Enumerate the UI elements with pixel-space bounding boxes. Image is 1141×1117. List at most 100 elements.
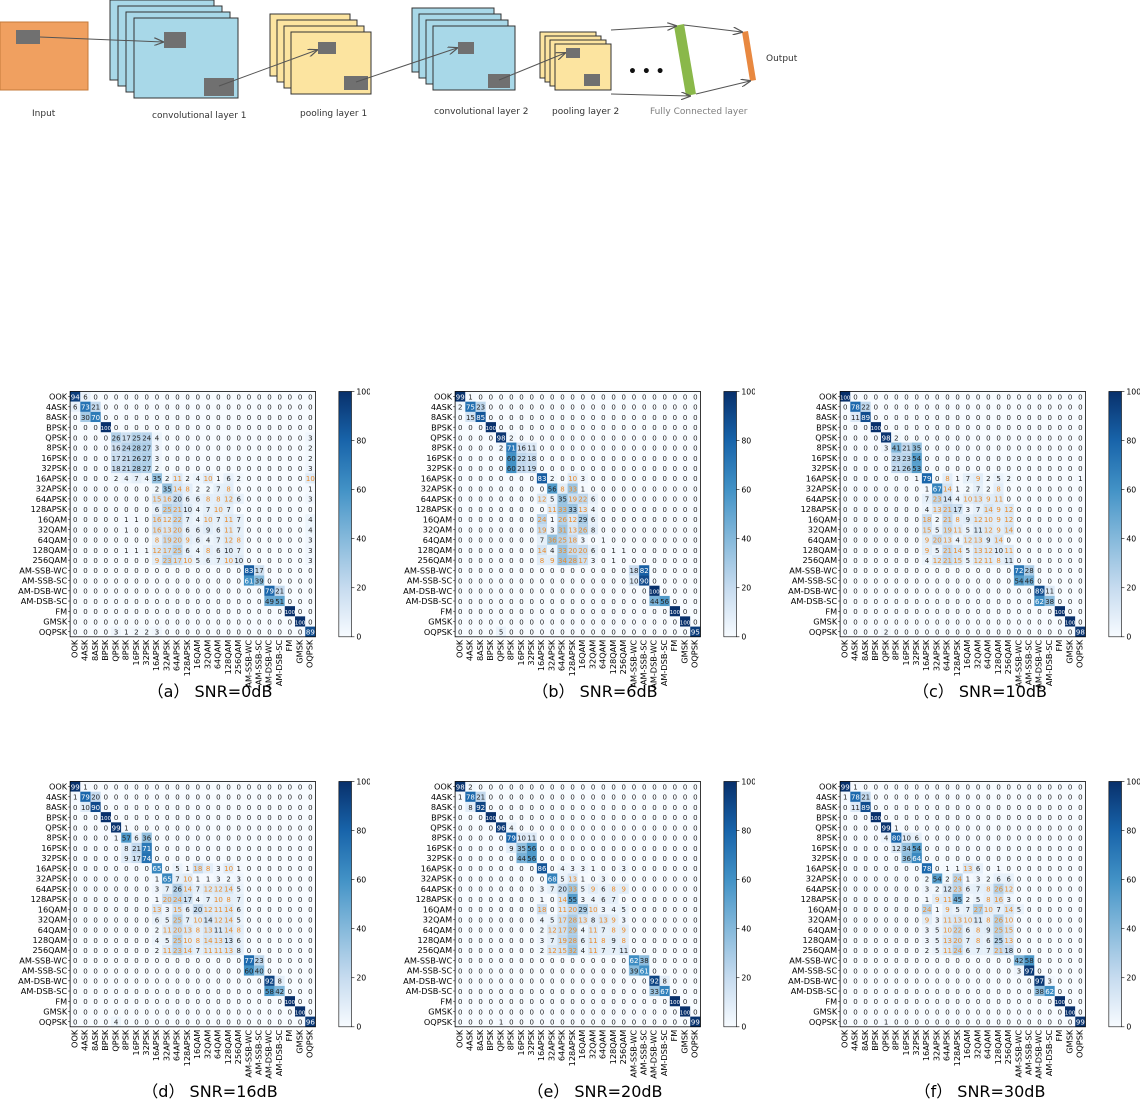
cm-cell: [1054, 463, 1066, 474]
cm-cell: [526, 432, 537, 443]
cm-cell: [264, 812, 275, 823]
cm-cell: [547, 483, 558, 494]
cm-cell-label: 0: [114, 392, 118, 401]
cm-cell-label: 0: [632, 525, 636, 534]
cm-cell-label: 100: [101, 816, 112, 822]
cm-cell-label: 0: [1047, 536, 1051, 545]
cm-cell-label: 0: [468, 444, 472, 453]
cm-cell-label: 0: [134, 997, 138, 1006]
cm-cell: [284, 544, 296, 556]
cm-cell: [942, 483, 953, 494]
cm-cell: [993, 626, 1004, 637]
cm-cell-label: 0: [693, 587, 697, 596]
cm-row-label: 4ASK: [816, 402, 838, 412]
cm-cell: [516, 524, 527, 535]
cm-cell-label: 8: [206, 495, 210, 504]
cm-cell-label: 0: [308, 597, 312, 606]
cm-cell-label: 0: [550, 423, 554, 432]
cm-cell-label: 7: [134, 474, 138, 483]
cm-cell: [80, 853, 91, 864]
cm-cell-label: 17: [578, 556, 587, 565]
cm-cell: [274, 401, 285, 412]
cm-cell: [649, 473, 660, 484]
cm-cell-label: 0: [196, 854, 200, 863]
cm-cell: [870, 544, 881, 556]
cm-cell: [649, 452, 660, 464]
cm-cell-label: 0: [124, 956, 128, 965]
cm-cell: [182, 463, 193, 474]
cm-cell: [639, 432, 650, 443]
cm-cell-label: 0: [73, 597, 77, 606]
cm-cell: [932, 555, 943, 566]
cm-row-label: 32PSK: [811, 463, 837, 473]
cm-cell: [172, 483, 183, 494]
cm-cell-label: 11: [953, 525, 962, 534]
cm-cell-label: 0: [894, 403, 898, 412]
cm-cell: [649, 503, 660, 515]
cm-cell: [305, 863, 316, 874]
cm-cell: [264, 565, 275, 576]
cm-cell-label: 0: [499, 392, 503, 401]
cm-cell: [1065, 514, 1076, 525]
cm-cell: [284, 791, 296, 802]
cm-cell-label: 0: [114, 576, 118, 585]
cm-cell-label: 10: [183, 874, 192, 883]
cm-cell: [1044, 422, 1055, 433]
cm-cell-label: 0: [93, 576, 97, 585]
cm-cell-label: 7: [216, 536, 220, 545]
cm-cell-label: 0: [458, 617, 462, 626]
cm-cell: [90, 534, 101, 545]
cm-cell: [111, 822, 122, 833]
cm-cell-label: 0: [277, 915, 281, 924]
cm-cell-label: 0: [73, 823, 77, 832]
cm-col-label: AM-SSB-SC: [638, 639, 648, 685]
cm-cell-label: 0: [996, 413, 1000, 422]
cm-cell-label: 0: [226, 793, 230, 802]
cm-cell: [649, 514, 660, 525]
cm-cell: [983, 575, 994, 586]
cm-cell: [192, 996, 204, 1007]
cm-cell-label: 0: [874, 597, 878, 606]
cm-cell: [1054, 493, 1066, 504]
cm-cell-label: 0: [935, 423, 939, 432]
cm-cell-label: 21: [943, 515, 952, 524]
cm-cell: [100, 934, 111, 946]
cm-col-label: BPSK: [485, 639, 495, 661]
cm-cell: [254, 524, 265, 535]
cm-cell-label: 2: [308, 454, 312, 463]
cm-cell: [111, 924, 122, 935]
cm-cell-label: 1: [124, 823, 128, 832]
cm-cell-label: 0: [591, 392, 595, 401]
cm-cell: [962, 452, 974, 464]
cm-cell: [952, 606, 963, 617]
cm-cell-label: 8: [955, 515, 959, 524]
cm-cell-label: 0: [662, 576, 666, 585]
cm-cell-label: 0: [206, 1007, 210, 1016]
cm-cell-label: 8: [996, 556, 1000, 565]
cm-cell-label: 0: [1047, 444, 1051, 453]
cm-cell: [243, 914, 255, 925]
cm-cell: [172, 1016, 183, 1027]
cm-cell: [850, 626, 861, 637]
cm-cell-label: 0: [83, 946, 87, 955]
cm-row-label: 32QAM: [38, 525, 67, 535]
cm-cell: [100, 493, 111, 504]
cm-col-label: 64QAM: [983, 640, 993, 669]
cm-cell: [100, 904, 111, 915]
cm-cell: [264, 555, 275, 566]
cm-cell-label: 0: [986, 464, 990, 473]
cm-cell-label: 0: [1037, 617, 1041, 626]
confusion-matrix-1: 99 1 0 0 0 0 0 0 0 0 0 0 0 0 0 0 0 0 0 0 0 0 0 02 75 23 0 0 0 0 0 0 0 0 0 0…: [403, 387, 755, 688]
cm-cell: [901, 544, 912, 556]
cm-cell: [911, 452, 922, 464]
cm-cell: [295, 391, 306, 402]
cm-cell: [1044, 534, 1055, 545]
cm-cell: [70, 401, 81, 412]
cm-cell-label: 0: [853, 607, 857, 616]
cm-cell: [121, 853, 132, 864]
cm-cell: [131, 524, 142, 535]
cm-cell-label: 0: [73, 444, 77, 453]
cm-cell-label: 0: [298, 566, 302, 575]
cm-cell: [284, 842, 296, 854]
cm-cell-label: 0: [104, 628, 108, 637]
